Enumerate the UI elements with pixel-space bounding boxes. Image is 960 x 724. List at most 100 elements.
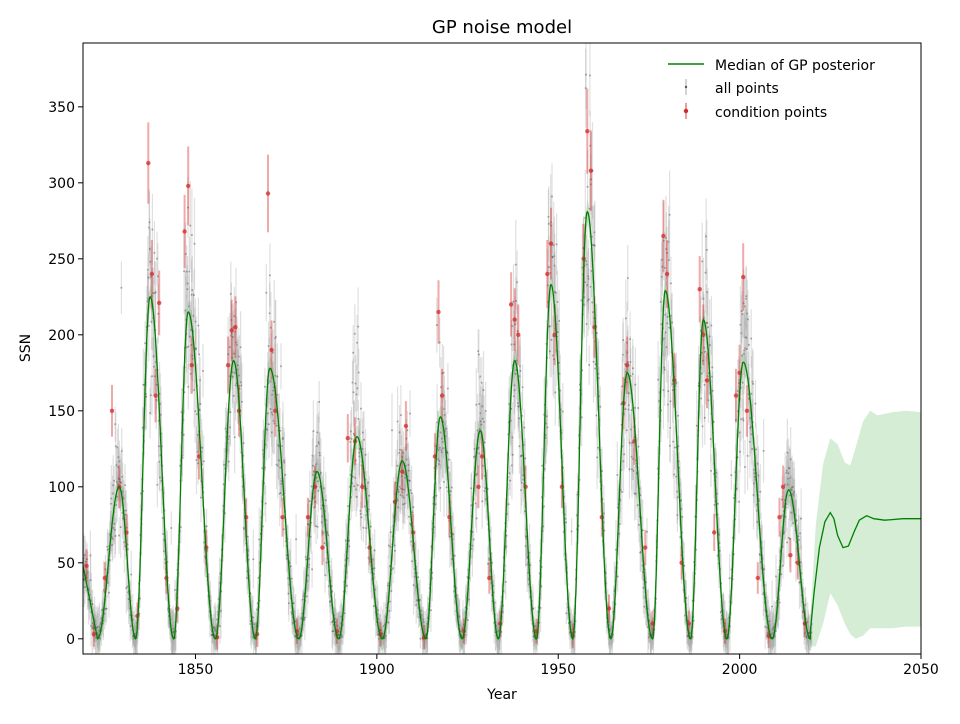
- all-point: [667, 259, 670, 262]
- all-point: [277, 445, 280, 448]
- all-point: [551, 256, 554, 258]
- all-point: [631, 373, 634, 375]
- all-point: [290, 611, 293, 614]
- all-point: [629, 338, 632, 341]
- all-point: [643, 605, 646, 608]
- y-tick-label: 200: [48, 328, 75, 344]
- all-point: [595, 414, 598, 417]
- all-point: [539, 606, 542, 609]
- all-point: [523, 510, 526, 513]
- all-point: [110, 497, 113, 500]
- all-point: [399, 448, 402, 451]
- all-point: [149, 260, 152, 263]
- all-point: [669, 426, 672, 429]
- all-point: [634, 459, 637, 462]
- all-point: [575, 514, 578, 517]
- all-point: [558, 320, 561, 322]
- all-point: [597, 372, 600, 375]
- all-point: [334, 633, 337, 636]
- condition-point: [436, 309, 441, 315]
- all-point: [523, 426, 526, 429]
- all-point: [214, 628, 217, 631]
- all-point: [637, 407, 640, 409]
- all-point: [184, 309, 187, 312]
- all-point: [357, 325, 360, 328]
- all-point: [252, 558, 255, 561]
- all-point: [409, 412, 411, 415]
- all-point: [411, 560, 413, 563]
- all-point: [518, 375, 521, 378]
- all-point: [475, 474, 477, 477]
- all-point: [673, 473, 676, 476]
- legend-label-condition: condition points: [715, 105, 827, 121]
- condition-point: [777, 515, 782, 520]
- all-point: [104, 608, 107, 611]
- x-tick-label: 1950: [540, 662, 576, 678]
- all-point: [230, 332, 233, 335]
- all-point: [397, 490, 400, 493]
- all-point: [554, 290, 556, 293]
- all-point: [125, 509, 127, 512]
- all-point: [113, 522, 116, 525]
- all-point: [470, 547, 473, 550]
- all-point: [474, 502, 477, 505]
- all-point: [588, 207, 591, 210]
- all-point: [546, 284, 549, 287]
- all-point: [308, 563, 311, 566]
- all-point: [120, 286, 123, 289]
- all-point: [483, 420, 486, 423]
- condition-point: [476, 484, 481, 489]
- all-point: [672, 440, 675, 443]
- all-point: [356, 387, 359, 390]
- all-point: [510, 343, 513, 346]
- all-point: [84, 560, 87, 563]
- all-point: [546, 426, 549, 429]
- all-point: [511, 325, 514, 328]
- all-point: [547, 222, 550, 225]
- all-point: [360, 407, 362, 410]
- x-axis-label: Year: [486, 687, 517, 703]
- all-point: [403, 502, 406, 505]
- x-tick-label: 1850: [178, 662, 214, 678]
- condition-point: [157, 300, 162, 306]
- all-point: [271, 393, 274, 396]
- all-point: [639, 494, 642, 497]
- all-point: [303, 616, 306, 619]
- all-point: [439, 431, 442, 434]
- all-point: [668, 213, 671, 216]
- all-point: [553, 358, 555, 361]
- all-point: [261, 467, 264, 470]
- condition-point: [233, 325, 238, 330]
- all-point: [589, 144, 592, 147]
- all-point: [355, 495, 358, 498]
- condition-point: [545, 271, 550, 277]
- all-point: [192, 314, 195, 317]
- all-point: [187, 206, 189, 209]
- all-point: [461, 626, 464, 629]
- all-point: [401, 494, 404, 497]
- all-point: [111, 537, 114, 540]
- all-point: [441, 441, 444, 443]
- condition-point: [269, 347, 274, 353]
- all-point: [283, 461, 286, 464]
- all-point: [548, 266, 551, 269]
- all-point: [399, 494, 402, 496]
- all-point: [220, 609, 222, 612]
- all-point: [188, 270, 191, 273]
- condition-point: [548, 241, 554, 246]
- all-point: [479, 420, 482, 423]
- all-point: [307, 523, 310, 526]
- all-point: [590, 178, 593, 181]
- all-point: [439, 446, 441, 449]
- all-point: [599, 405, 602, 408]
- all-point: [270, 431, 273, 434]
- all-point: [373, 572, 376, 575]
- all-point: [111, 492, 114, 495]
- all-point: [247, 558, 250, 561]
- all-point: [189, 329, 192, 331]
- all-point: [437, 449, 440, 451]
- all-point: [481, 500, 484, 503]
- all-point: [98, 629, 101, 632]
- all-point: [512, 395, 515, 398]
